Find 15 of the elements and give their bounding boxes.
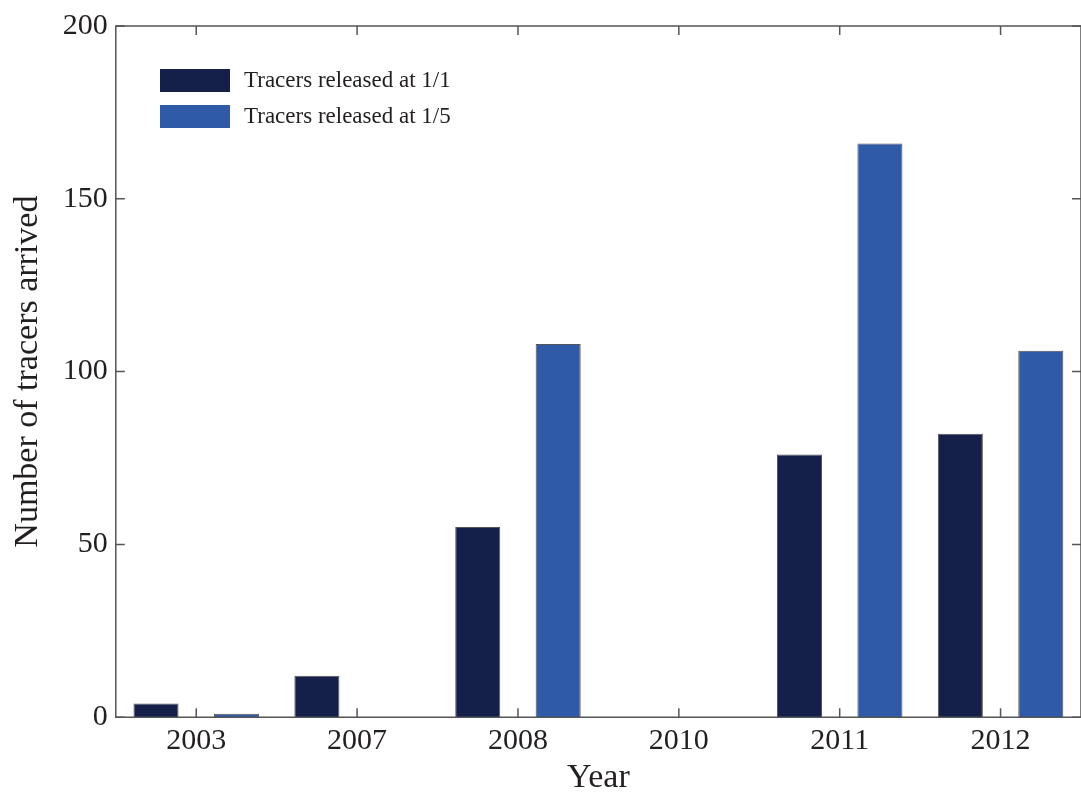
y-axis-title: Number of tracers arrived: [7, 195, 45, 548]
x-tick-label: 2003: [166, 722, 227, 756]
x-tick-label: 2007: [327, 722, 388, 756]
legend-label: Tracers released at 1/5: [244, 103, 451, 129]
y-tick-label: 0: [92, 698, 108, 732]
x-tick-label: 2011: [810, 722, 870, 756]
y-tick-label: 200: [62, 6, 108, 40]
x-axis-title: Year: [567, 756, 631, 794]
y-tick-label: 100: [62, 352, 108, 386]
x-tick-label: 2012: [970, 722, 1031, 756]
y-tick-label: 50: [77, 525, 108, 559]
legend-label: Tracers released at 1/1: [244, 67, 451, 93]
y-tick-label: 150: [62, 179, 108, 213]
x-tick-label: 2010: [648, 722, 709, 756]
x-tick-label: 2008: [487, 722, 548, 756]
